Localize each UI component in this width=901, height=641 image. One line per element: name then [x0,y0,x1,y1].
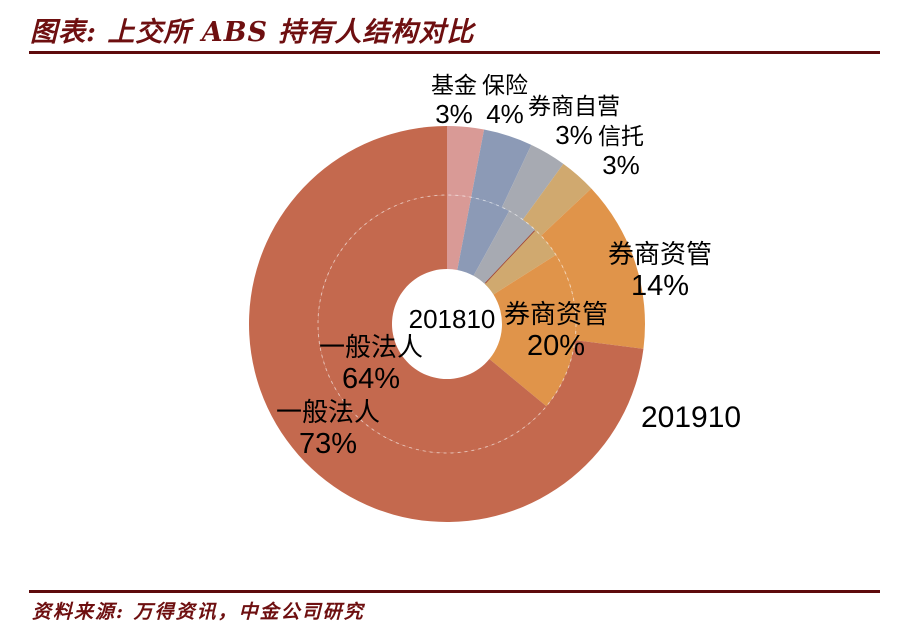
slice-201810-券商自营 [473,210,536,284]
label-broker-am-inner: 券商资管 20% [503,300,609,363]
slice-201810-一般法人 [317,195,547,454]
label-insurance-name: 保险 [482,73,528,99]
label-trust-name: 信托 [598,124,644,150]
label-trust-pct: 3% [602,149,640,180]
label-broker-am-outer-pct: 14% [630,270,690,303]
slice-201910-基金 [447,126,485,198]
chart-title: 图表: 上交所 ABS 持有人结构对比 [30,17,475,48]
source-note: 资料来源: 万得资讯，中金公司研究 [32,601,365,623]
footer-divider [29,590,880,593]
inner-ring-hairline [485,230,535,284]
label-fund: 基金 3% [431,73,477,129]
label-broker-prop-name: 券商自营 [528,94,620,120]
label-broker-prop: 券商自营 3% [528,94,620,150]
inner-ring-tag: 201810 [408,304,496,334]
slice-201910-保险 [471,129,532,208]
slice-201910-券商资管 [541,188,645,349]
label-broker-am-outer-name: 券商资管 [607,240,713,270]
slice-201810-保险 [457,197,510,276]
label-general-outer-pct: 73% [298,428,358,461]
label-general-inner-pct: 64% [341,363,401,396]
label-fund-pct: 3% [435,98,473,129]
title-divider [29,51,880,54]
ring-boundary-circle [317,194,577,454]
slice-201910-信托 [522,163,592,236]
label-general-inner: 一般法人 64% [318,333,424,396]
slice-201910-一般法人 [249,126,644,522]
label-broker-am-outer: 券商资管 14% [607,240,713,303]
label-broker-prop-pct: 3% [555,119,593,150]
slice-201810-基金 [447,195,472,270]
label-general-outer: 一般法人 73% [275,398,381,461]
label-insurance: 保险 4% [482,73,528,129]
slice-201810-券商资管 [489,254,576,407]
label-fund-name: 基金 [431,73,477,99]
slice-201910-券商自营 [501,144,564,220]
label-insurance-pct: 4% [486,98,524,129]
outer-ring-tag: 201910 [641,401,742,434]
label-general-outer-name: 一般法人 [275,398,381,428]
label-trust: 信托 3% [598,124,644,180]
slice-201810-信托 [484,229,556,295]
label-general-inner-name: 一般法人 [318,333,424,363]
label-broker-am-inner-pct: 20% [526,330,586,363]
label-broker-am-inner-name: 券商资管 [503,300,609,330]
